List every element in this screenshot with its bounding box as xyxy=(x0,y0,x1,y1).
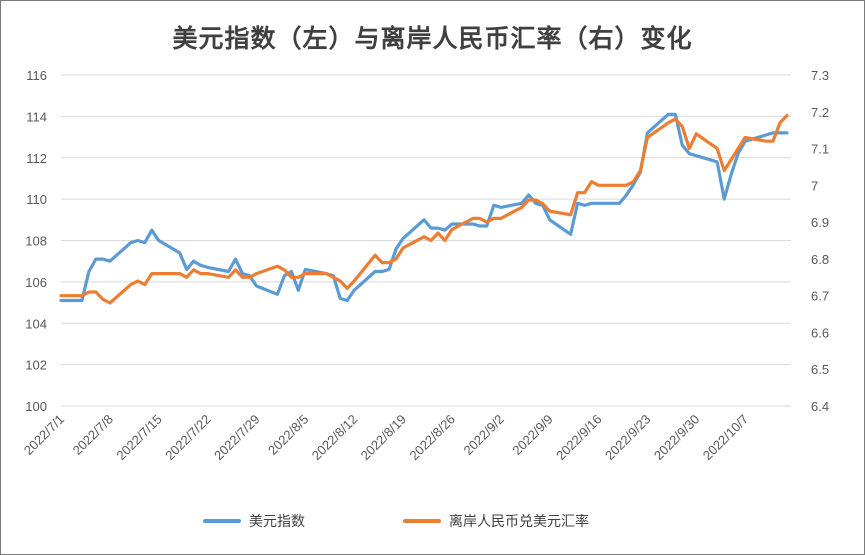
x-tick-label: 2022/7/22 xyxy=(162,412,214,464)
y-right-tick-label: 6.8 xyxy=(811,252,829,267)
x-tick-label: 2022/10/7 xyxy=(700,412,752,464)
y-right-tick-label: 6.7 xyxy=(811,289,829,304)
y-right-tick-label: 6.6 xyxy=(811,325,829,340)
y-left-tick-label: 100 xyxy=(25,399,47,414)
y-right-tick-label: 7.3 xyxy=(811,68,829,83)
y-left-tick-label: 102 xyxy=(25,358,47,373)
legend-item-usd-index: 美元指数 xyxy=(203,511,305,531)
x-tick-label: 2022/8/19 xyxy=(358,412,410,464)
x-tick-label: 2022/9/16 xyxy=(553,412,605,464)
y-left-tick-label: 112 xyxy=(26,151,47,166)
x-tick-label: 2022/9/30 xyxy=(651,412,703,464)
x-tick-label: 2022/7/29 xyxy=(211,412,263,464)
x-tick-label: 2022/7/8 xyxy=(70,412,116,458)
y-left-tick-label: 106 xyxy=(25,275,47,290)
y-right-tick-label: 6.5 xyxy=(811,362,829,377)
y-left-tick-label: 110 xyxy=(26,192,47,207)
legend-label-cnh-rate: 离岸人民币兑美元汇率 xyxy=(449,514,589,530)
x-tick-label: 2022/9/9 xyxy=(509,412,555,458)
y-left-tick-label: 114 xyxy=(26,109,47,124)
x-tick-label: 2022/7/1 xyxy=(21,412,67,458)
x-tick-label: 2022/7/15 xyxy=(113,412,165,464)
chart-title: 美元指数（左）与离岸人民币汇率（右）变化 xyxy=(172,24,693,53)
y-left-tick-label: 108 xyxy=(25,234,47,249)
y-right-tick-label: 7.2 xyxy=(811,105,829,120)
x-tick-label: 2022/8/5 xyxy=(265,412,311,458)
x-tick-label: 2022/8/26 xyxy=(407,412,459,464)
x-tick-label: 2022/8/12 xyxy=(309,412,361,464)
y-right-tick-label: 6.9 xyxy=(811,215,829,230)
y-left-tick-label: 116 xyxy=(26,68,47,83)
x-tick-label: 2022/9/2 xyxy=(461,412,507,458)
series-line-cnh-rate xyxy=(59,113,789,305)
chart-legend: 美元指数 离岸人民币兑美元汇率 xyxy=(1,511,864,535)
legend-swatch-cnh-rate xyxy=(403,519,441,523)
y-right-tick-label: 7.1 xyxy=(811,142,829,157)
series-line-usd-index xyxy=(59,112,789,303)
x-tick-label: 2022/9/23 xyxy=(602,412,654,464)
y-right-tick-label: 7 xyxy=(811,178,818,193)
legend-item-cnh-rate: 离岸人民币兑美元汇率 xyxy=(403,511,589,531)
legend-swatch-usd-index xyxy=(203,519,241,523)
y-right-tick-label: 6.4 xyxy=(811,399,829,414)
legend-label-usd-index: 美元指数 xyxy=(249,514,305,530)
y-left-tick-label: 104 xyxy=(25,316,47,331)
